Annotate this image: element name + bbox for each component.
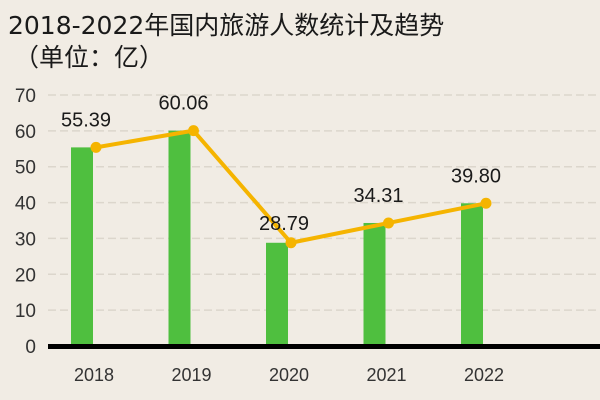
data-label: 28.79 [259, 213, 309, 235]
y-tick-label: 30 [15, 229, 36, 250]
bar [461, 203, 483, 346]
trend-point [383, 217, 394, 229]
bar [168, 130, 191, 346]
y-tick-label: 10 [15, 301, 36, 322]
x-tick-label: 2019 [171, 365, 211, 385]
trend-point [480, 197, 492, 209]
bar [363, 222, 386, 346]
data-label: 34.31 [353, 185, 403, 207]
data-label: 39.80 [451, 165, 501, 187]
bar [266, 242, 288, 346]
chart-title: 2018-2022年国内旅游人数统计及趋势 [8, 11, 445, 40]
data-label: 55.39 [61, 109, 111, 131]
x-tick-label: 2018 [74, 365, 114, 385]
y-tick-label: 0 [25, 337, 36, 358]
x-axis-line [48, 344, 600, 349]
bar [71, 147, 93, 346]
y-tick-label: 40 [15, 194, 36, 215]
chart-subtitle: （单位：亿） [14, 43, 165, 72]
trend-point [90, 141, 102, 153]
x-tick-label: 2020 [269, 365, 309, 385]
y-tick-label: 70 [15, 86, 36, 107]
trend-point [188, 125, 199, 137]
trend-point [285, 237, 297, 249]
x-tick-label: 2021 [366, 365, 406, 385]
y-tick-label: 50 [15, 158, 36, 179]
data-label: 60.06 [158, 93, 208, 115]
x-tick-label: 2022 [464, 365, 504, 385]
y-tick-label: 60 [15, 122, 36, 143]
y-tick-label: 20 [15, 265, 36, 286]
